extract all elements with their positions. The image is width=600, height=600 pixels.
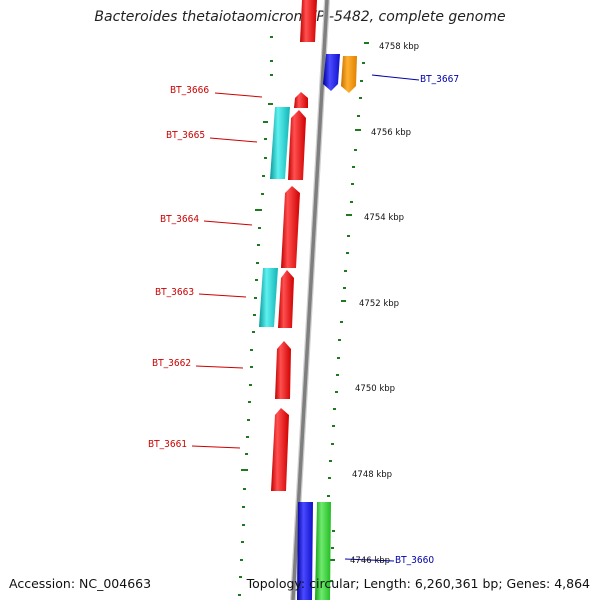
genome-backbone-core <box>291 0 329 600</box>
label-BT_3662[interactable]: BT_3662 <box>152 358 191 369</box>
gc-marks-right <box>326 42 369 582</box>
tick-4750: 4750 kbp <box>355 384 395 394</box>
label-BT_3661[interactable]: BT_3661 <box>148 439 187 450</box>
gene-BT_3662[interactable] <box>275 341 291 399</box>
cds-BT_3665[interactable] <box>270 107 290 179</box>
gene-BT_3667[interactable] <box>323 54 340 91</box>
tick-4754: 4754 kbp <box>364 213 404 223</box>
tick-4752: 4752 kbp <box>359 299 399 309</box>
reverse-genes <box>259 0 317 491</box>
leader-lines <box>191 74 420 562</box>
gene-BT_3664[interactable] <box>281 186 300 268</box>
gene-BT_3665[interactable] <box>288 110 306 180</box>
gene-label-group: BT_3666 BT_3665 BT_3664 BT_3663 BT_3662 … <box>148 74 459 566</box>
map-title: Bacteroides thetaiotaomicron VPI-5482, c… <box>94 9 506 25</box>
cds-BT_3660[interactable] <box>315 502 331 600</box>
label-BT_3663[interactable]: BT_3663 <box>155 287 194 298</box>
tick-4748: 4748 kbp <box>352 470 392 480</box>
label-BT_3665[interactable]: BT_3665 <box>166 130 205 141</box>
tick-4746: 4746 kbp <box>350 556 390 566</box>
tick-4756: 4756 kbp <box>371 128 411 138</box>
label-BT_3660[interactable]: BT_3660 <box>395 555 434 566</box>
label-BT_3667[interactable]: BT_3667 <box>420 74 459 85</box>
accession-label: Accession: NC_004663 <box>9 576 152 591</box>
forward-genes <box>297 54 357 600</box>
gene-BT_3660[interactable] <box>297 502 313 600</box>
gene-BT_3667-orange[interactable] <box>341 56 357 93</box>
label-BT_3664[interactable]: BT_3664 <box>160 214 199 225</box>
gc-marks-left <box>238 36 273 596</box>
genome-summary: Topology: circular; Length: 6,260,361 bp… <box>246 576 590 591</box>
gene-BT_3663[interactable] <box>278 270 294 328</box>
tick-labels: 4758 kbp 4756 kbp 4754 kbp 4752 kbp 4750… <box>350 42 419 566</box>
gene-BT_3661[interactable] <box>271 408 289 491</box>
tick-4758: 4758 kbp <box>379 42 419 52</box>
gene-top-reverse[interactable] <box>300 0 317 42</box>
gene-BT_3666[interactable] <box>294 92 308 108</box>
label-BT_3666[interactable]: BT_3666 <box>170 85 209 96</box>
cds-BT_3663[interactable] <box>259 268 278 327</box>
